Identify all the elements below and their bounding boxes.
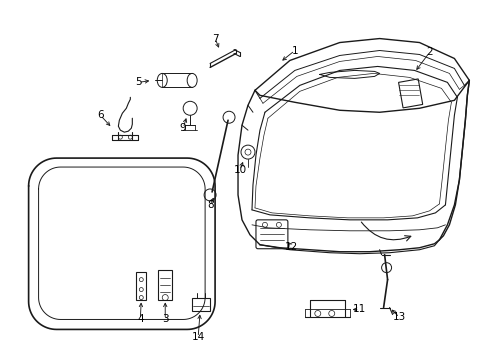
- Text: 2: 2: [425, 48, 432, 58]
- Text: 4: 4: [137, 314, 143, 324]
- Text: 3: 3: [162, 314, 168, 324]
- Text: 11: 11: [352, 305, 366, 315]
- Bar: [398, 79, 422, 108]
- Text: 6: 6: [97, 110, 103, 120]
- Bar: [192, 298, 210, 311]
- Text: 14: 14: [191, 332, 204, 342]
- Text: 5: 5: [135, 77, 142, 87]
- Bar: [136, 272, 146, 300]
- Text: 13: 13: [392, 312, 406, 323]
- Text: 1: 1: [291, 45, 298, 55]
- Text: 7: 7: [211, 33, 218, 44]
- Bar: [158, 270, 172, 300]
- Text: 8: 8: [206, 200, 213, 210]
- Text: 10: 10: [233, 165, 246, 175]
- Text: 9: 9: [180, 123, 186, 133]
- Text: 12: 12: [285, 242, 298, 252]
